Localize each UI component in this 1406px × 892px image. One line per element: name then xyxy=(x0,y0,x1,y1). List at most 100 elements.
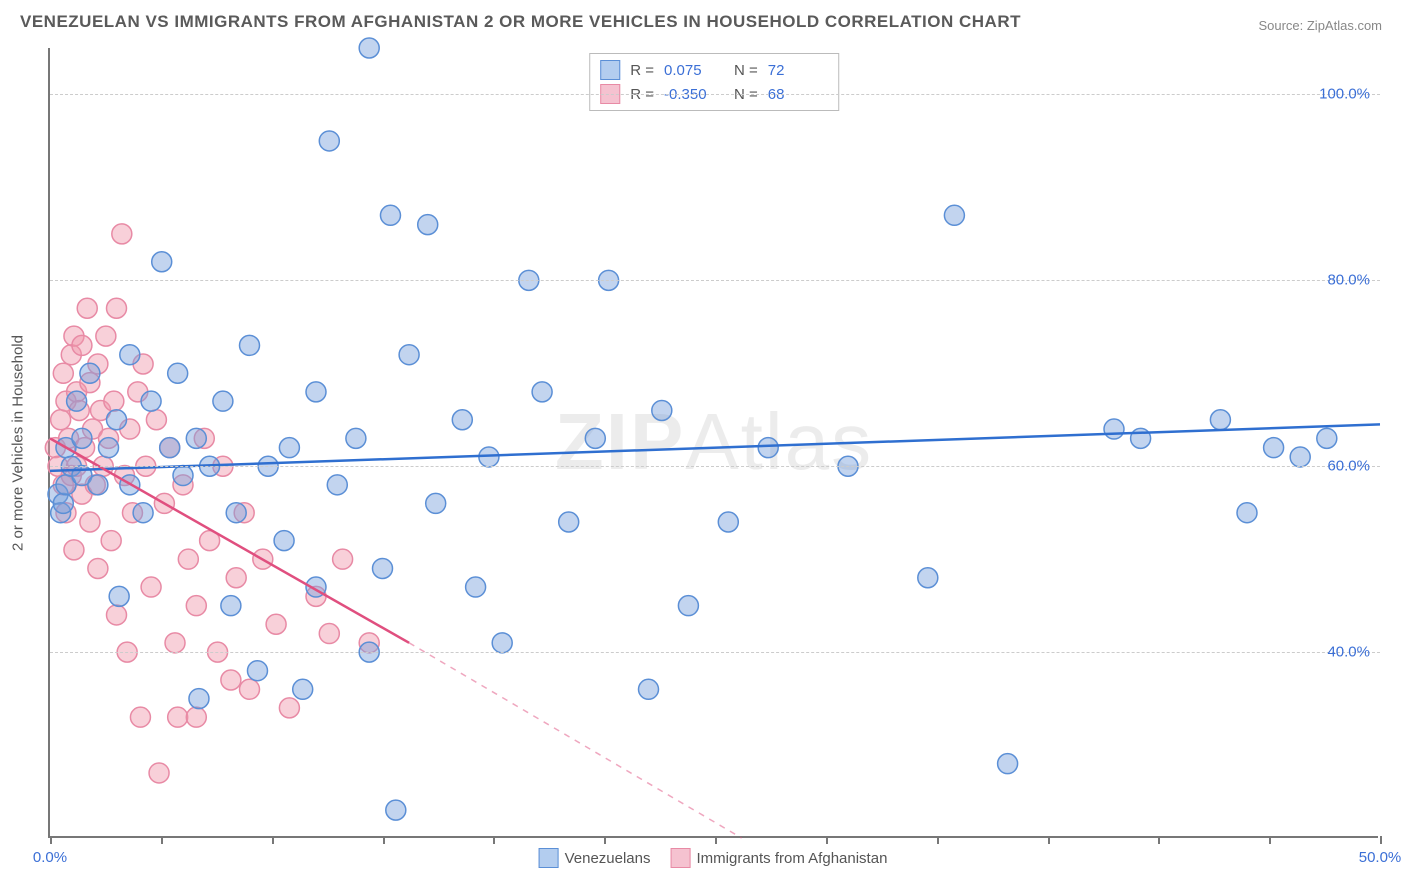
r-label: R = xyxy=(630,62,654,79)
scatter-point xyxy=(1290,447,1310,467)
scatter-point xyxy=(247,661,267,681)
scatter-point xyxy=(452,410,472,430)
scatter-point xyxy=(221,670,241,690)
scatter-point xyxy=(51,410,71,430)
x-tick xyxy=(1380,836,1382,844)
scatter-point xyxy=(226,568,246,588)
scatter-point xyxy=(221,596,241,616)
scatter-point xyxy=(380,205,400,225)
scatter-point xyxy=(107,605,127,625)
scatter-point xyxy=(77,298,97,318)
scatter-point xyxy=(168,707,188,727)
scatter-point xyxy=(104,391,124,411)
scatter-point xyxy=(333,549,353,569)
scatter-point xyxy=(189,689,209,709)
scatter-point xyxy=(240,679,260,699)
scatter-point xyxy=(532,382,552,402)
scatter-point xyxy=(319,624,339,644)
scatter-point xyxy=(141,391,161,411)
scatter-point xyxy=(186,428,206,448)
scatter-point xyxy=(149,763,169,783)
gridline xyxy=(50,466,1380,467)
scatter-point xyxy=(146,410,166,430)
scatter-point xyxy=(133,503,153,523)
trend-line-blue xyxy=(50,424,1380,470)
legend-row-blue: R = 0.075 N = 72 xyxy=(600,58,828,82)
scatter-point xyxy=(53,493,73,513)
x-tick xyxy=(826,836,828,844)
y-tick-label: 80.0% xyxy=(1327,272,1370,289)
n-value-blue: 72 xyxy=(768,62,828,79)
scatter-point xyxy=(226,503,246,523)
scatter-point xyxy=(109,586,129,606)
scatter-point xyxy=(173,466,193,486)
scatter-point xyxy=(373,558,393,578)
scatter-point xyxy=(327,475,347,495)
source-label: Source: ZipAtlas.com xyxy=(1258,18,1382,33)
x-tick-label: 0.0% xyxy=(33,849,67,866)
scatter-point xyxy=(67,391,87,411)
x-tick xyxy=(937,836,939,844)
x-tick-label: 50.0% xyxy=(1359,849,1402,866)
legend-item-pink: Immigrants from Afghanistan xyxy=(670,848,887,868)
scatter-point xyxy=(1237,503,1257,523)
series-legend: Venezuelans Immigrants from Afghanistan xyxy=(539,848,888,868)
scatter-point xyxy=(80,363,100,383)
gridline xyxy=(50,652,1380,653)
scatter-point xyxy=(274,531,294,551)
scatter-point xyxy=(101,531,121,551)
x-tick xyxy=(715,836,717,844)
scatter-point xyxy=(130,707,150,727)
r-value-blue: 0.075 xyxy=(664,62,724,79)
swatch-pink xyxy=(670,848,690,868)
scatter-point xyxy=(88,558,108,578)
scatter-point xyxy=(559,512,579,532)
correlation-legend: R = 0.075 N = 72 R = -0.350 N = 68 xyxy=(589,53,839,111)
x-tick xyxy=(1048,836,1050,844)
scatter-point xyxy=(213,391,233,411)
scatter-point xyxy=(178,549,198,569)
legend-label-pink: Immigrants from Afghanistan xyxy=(696,850,887,867)
scatter-point xyxy=(141,577,161,597)
scatter-point xyxy=(585,428,605,448)
x-tick xyxy=(161,836,163,844)
x-tick xyxy=(50,836,52,844)
scatter-point xyxy=(652,400,672,420)
swatch-blue xyxy=(539,848,559,868)
chart-area: ZIPAtlas R = 0.075 N = 72 R = -0.350 N =… xyxy=(48,48,1378,838)
scatter-point xyxy=(1317,428,1337,448)
scatter-point xyxy=(99,438,119,458)
scatter-point xyxy=(112,224,132,244)
scatter-point xyxy=(386,800,406,820)
scatter-point xyxy=(240,335,260,355)
x-tick xyxy=(1158,836,1160,844)
scatter-point xyxy=(279,438,299,458)
scatter-point xyxy=(107,410,127,430)
legend-item-blue: Venezuelans xyxy=(539,848,651,868)
scatter-point xyxy=(96,326,116,346)
y-tick-label: 60.0% xyxy=(1327,458,1370,475)
scatter-point xyxy=(107,298,127,318)
scatter-point xyxy=(718,512,738,532)
scatter-point xyxy=(120,345,140,365)
scatter-point xyxy=(306,382,326,402)
scatter-point xyxy=(186,596,206,616)
scatter-point xyxy=(944,205,964,225)
chart-title: VENEZUELAN VS IMMIGRANTS FROM AFGHANISTA… xyxy=(20,12,1021,32)
x-tick xyxy=(604,836,606,844)
x-tick xyxy=(1269,836,1271,844)
scatter-point xyxy=(758,438,778,458)
plot-box: ZIPAtlas R = 0.075 N = 72 R = -0.350 N =… xyxy=(48,48,1378,838)
n-label: N = xyxy=(734,62,758,79)
scatter-point xyxy=(80,512,100,532)
x-tick xyxy=(493,836,495,844)
scatter-point xyxy=(72,428,92,448)
scatter-point xyxy=(88,475,108,495)
scatter-point xyxy=(266,614,286,634)
scatter-point xyxy=(319,131,339,151)
scatter-point xyxy=(492,633,512,653)
scatter-point xyxy=(72,335,92,355)
scatter-point xyxy=(64,540,84,560)
scatter-point xyxy=(1264,438,1284,458)
trend-line-pink-dash xyxy=(409,643,741,838)
